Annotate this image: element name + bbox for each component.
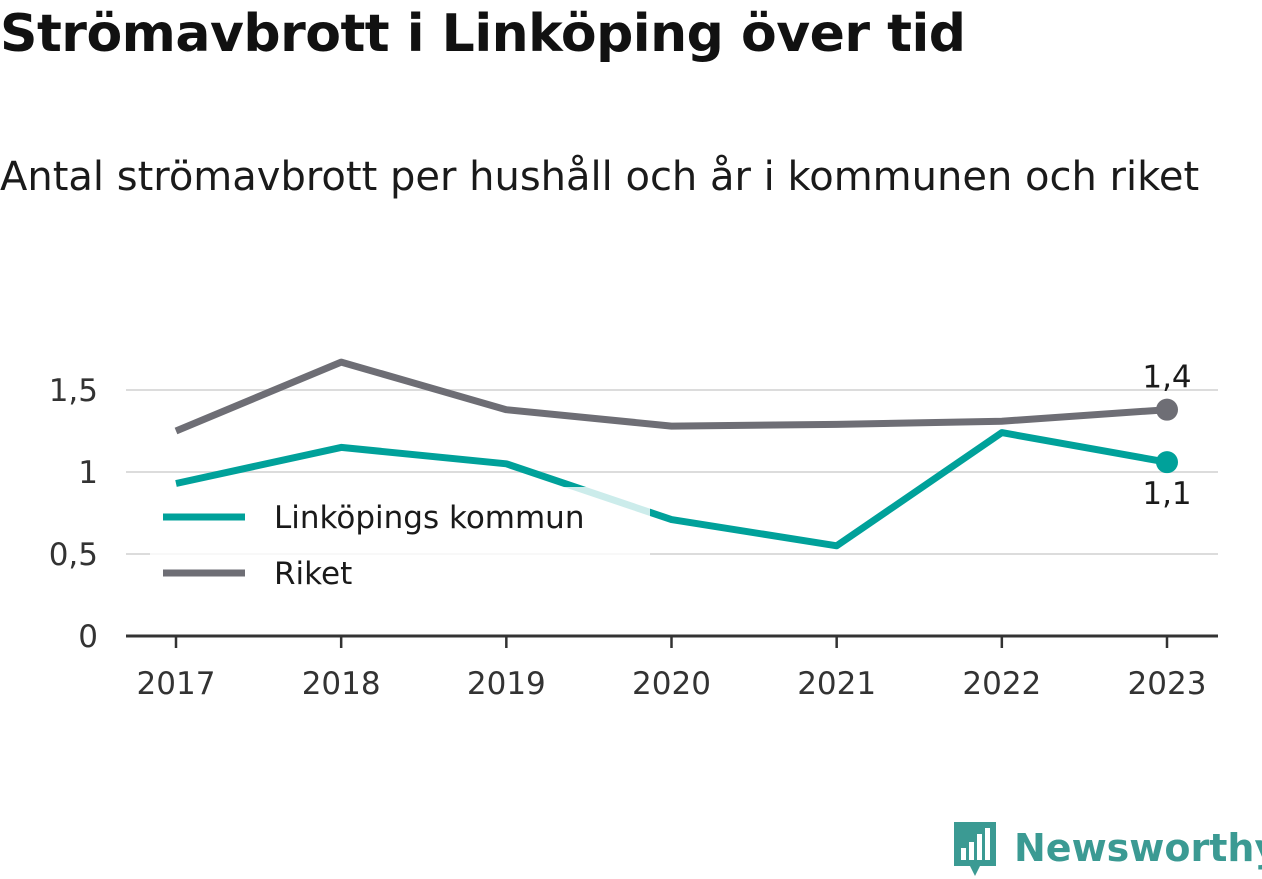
legend-label: Linköpings kommun bbox=[274, 500, 584, 536]
chart-title: Strömavbrott i Linköping över tid bbox=[0, 4, 966, 64]
brand-name: Newsworthy bbox=[1014, 826, 1262, 870]
y-tick-label: 1 bbox=[78, 455, 98, 491]
chart-subtitle: Antal strömavbrott per hushåll och år i … bbox=[0, 154, 1200, 200]
x-tick-label: 2020 bbox=[632, 666, 711, 702]
data-labels: 1,4 1,1 bbox=[1142, 360, 1191, 512]
x-tick-label: 2021 bbox=[797, 666, 876, 702]
legend-background bbox=[150, 487, 650, 599]
y-tick-label: 1,5 bbox=[49, 373, 98, 409]
legend: Linköpings kommun Riket bbox=[150, 487, 650, 599]
series-line-linkopings-kommun bbox=[175, 429, 1168, 550]
data-label-riket: 1,4 bbox=[1142, 360, 1191, 396]
line-chart: 0 0,5 1 1,5 2017 2018 2019 2020 2021 2022 2023 Li… bbox=[49, 358, 1218, 702]
end-point-linkopings-kommun bbox=[1156, 451, 1178, 474]
newsworthy-logo: Newsworthy bbox=[950, 818, 1262, 878]
x-tick-label: 2022 bbox=[962, 666, 1041, 702]
y-tick-label: 0,5 bbox=[49, 537, 98, 573]
bar-chart-speech-bubble-icon bbox=[954, 822, 996, 876]
x-tick-label: 2019 bbox=[467, 666, 546, 702]
end-point-riket bbox=[1156, 398, 1178, 421]
x-axis-ticks: 2017 2018 2019 2020 2021 2022 2023 bbox=[137, 636, 1207, 702]
series-line-riket bbox=[174, 358, 1168, 435]
y-axis-ticks: 0 0,5 1 1,5 bbox=[49, 373, 98, 655]
series-lines bbox=[174, 358, 1178, 550]
x-tick-label: 2018 bbox=[302, 666, 381, 702]
x-tick-label: 2017 bbox=[137, 666, 216, 702]
data-label-linkopings-kommun: 1,1 bbox=[1142, 476, 1191, 512]
x-tick-label: 2023 bbox=[1128, 666, 1207, 702]
y-tick-label: 0 bbox=[78, 619, 98, 655]
legend-label: Riket bbox=[274, 556, 352, 592]
